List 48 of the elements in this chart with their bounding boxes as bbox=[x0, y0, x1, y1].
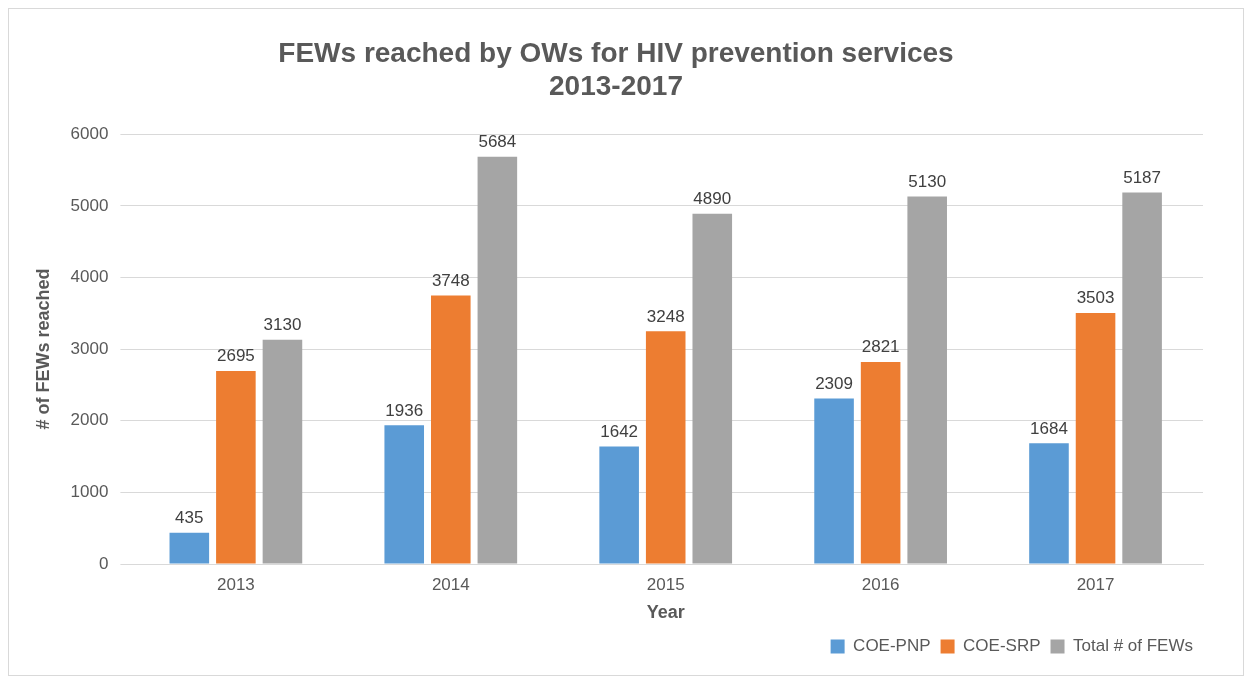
y-tick-label: 4000 bbox=[70, 267, 109, 287]
x-tick-label: 2013 bbox=[216, 574, 255, 594]
y-axis-title: # of FEWs reached bbox=[32, 268, 53, 430]
data-label: 1642 bbox=[600, 421, 639, 441]
y-tick-label: 1000 bbox=[70, 482, 109, 502]
data-label: 5684 bbox=[478, 132, 517, 152]
data-label: 3503 bbox=[1076, 288, 1115, 308]
data-label: 2309 bbox=[815, 373, 853, 393]
bar bbox=[860, 361, 901, 564]
y-tick-label: 3000 bbox=[70, 338, 109, 358]
y-tick-label: 2000 bbox=[70, 410, 109, 430]
data-label: 2695 bbox=[216, 346, 255, 366]
legend-label: Total # of FEWs bbox=[1073, 636, 1193, 656]
bar bbox=[599, 446, 639, 564]
data-label: 1684 bbox=[1030, 418, 1068, 438]
bar bbox=[477, 156, 518, 564]
x-tick-label: 2014 bbox=[431, 574, 470, 594]
bar bbox=[1075, 313, 1116, 564]
legend-label: COE-SRP bbox=[963, 636, 1041, 656]
bar bbox=[262, 339, 303, 564]
y-tick-label: 0 bbox=[98, 553, 109, 573]
data-label: 3248 bbox=[646, 306, 685, 326]
bar bbox=[1029, 443, 1069, 564]
x-tick-label: 2017 bbox=[1076, 574, 1115, 594]
bar bbox=[1122, 192, 1162, 564]
y-tick-label: 6000 bbox=[70, 123, 109, 143]
legend-label: COE-PNP bbox=[853, 636, 931, 656]
data-label: 3748 bbox=[431, 270, 470, 290]
bar bbox=[907, 196, 947, 564]
data-label: 2821 bbox=[861, 337, 900, 357]
data-label: 3130 bbox=[263, 314, 302, 334]
data-label: 435 bbox=[175, 508, 204, 528]
chart-title: FEWs reached by OWs for HIV prevention services 2013-2017 bbox=[278, 36, 954, 102]
bar bbox=[814, 398, 854, 564]
bar bbox=[431, 295, 471, 564]
x-tick-label: 2016 bbox=[861, 574, 900, 594]
bar bbox=[216, 370, 256, 564]
bar bbox=[169, 532, 210, 564]
data-label: 4890 bbox=[693, 188, 732, 208]
x-tick-label: 2015 bbox=[646, 574, 685, 594]
bar bbox=[384, 425, 425, 564]
data-label: 1936 bbox=[385, 400, 424, 420]
y-tick-label: 5000 bbox=[70, 195, 109, 215]
bar bbox=[692, 213, 733, 564]
bar bbox=[645, 331, 686, 564]
x-axis-title: Year bbox=[646, 602, 685, 623]
data-label: 5130 bbox=[908, 171, 947, 191]
data-label: 5187 bbox=[1123, 167, 1162, 187]
